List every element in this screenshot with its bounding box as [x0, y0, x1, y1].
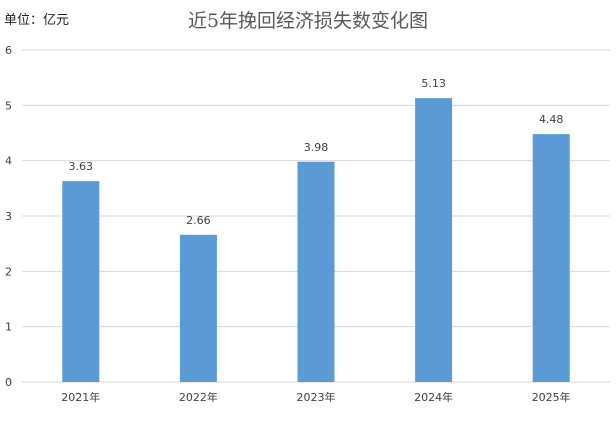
x-tick-label: 2024年 — [414, 390, 453, 404]
bar — [179, 234, 217, 382]
data-label: 3.63 — [69, 160, 94, 173]
data-label: 2.66 — [186, 214, 211, 227]
y-tick-label: 4 — [5, 155, 12, 168]
bar — [62, 181, 100, 382]
data-label: 4.48 — [539, 113, 564, 126]
y-tick-label: 1 — [5, 321, 12, 334]
bar — [415, 98, 453, 382]
data-label: 5.13 — [421, 77, 446, 90]
y-tick-label: 5 — [5, 99, 12, 112]
y-tick-label: 3 — [5, 210, 12, 223]
y-tick-label: 6 — [5, 44, 12, 57]
x-tick-label: 2021年 — [61, 390, 100, 404]
x-tick-label: 2023年 — [297, 390, 336, 404]
x-tick-label: 2022年 — [179, 390, 218, 404]
unit-label: 单位：亿元 — [4, 13, 70, 28]
data-label: 3.98 — [304, 141, 329, 154]
bar — [297, 161, 335, 382]
chart-title: 近5年挽回经济损失数变化图 — [187, 10, 429, 32]
bar — [532, 134, 570, 382]
y-tick-label: 2 — [5, 265, 12, 278]
x-tick-label: 2025年 — [532, 390, 571, 404]
y-tick-label: 0 — [5, 376, 12, 389]
